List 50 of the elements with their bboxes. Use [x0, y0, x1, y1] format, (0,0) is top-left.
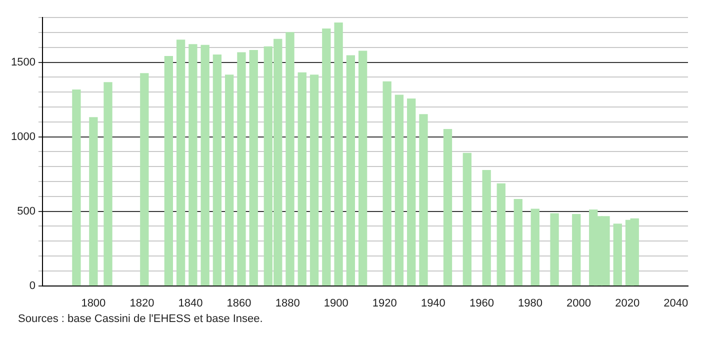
bar: [613, 224, 622, 286]
bar: [140, 73, 149, 286]
bar: [286, 32, 294, 286]
bar: [225, 74, 234, 286]
bar: [164, 56, 173, 286]
bar: [89, 117, 98, 286]
bar: [298, 72, 306, 286]
bar: [496, 183, 506, 286]
bar: [188, 44, 198, 286]
bar: [419, 114, 428, 286]
bar: [212, 54, 222, 286]
bar: [322, 28, 331, 286]
bar: [334, 22, 343, 286]
bar: [237, 52, 246, 286]
y-tick-label: 500: [17, 205, 36, 218]
x-tick-label: 1800: [81, 297, 106, 310]
bar: [482, 170, 491, 286]
x-tick-label: 1840: [178, 297, 203, 310]
y-tick-label: 1500: [10, 56, 36, 68]
bar: [249, 50, 258, 286]
bar: [72, 90, 81, 286]
bar: [530, 208, 540, 286]
bar: [443, 129, 452, 286]
bar: [514, 199, 522, 286]
bar: [462, 152, 472, 286]
x-tick-label: 1980: [518, 297, 542, 310]
bar: [346, 55, 356, 286]
x-tick-label: 1860: [226, 297, 252, 310]
bar: [572, 214, 581, 286]
bar: [382, 81, 392, 286]
x-tick-label: 2040: [664, 297, 688, 310]
bar: [104, 82, 112, 286]
bar: [550, 213, 559, 286]
x-tick-label: 1960: [469, 297, 494, 310]
y-tick-label: 0: [29, 280, 36, 292]
x-tick-label: 1880: [275, 297, 300, 310]
bar: [394, 94, 404, 286]
x-tick-label: 2020: [615, 297, 640, 310]
x-tick-label: 1900: [324, 297, 348, 310]
source-note: Sources : base Cassini de l'EHESS et base Insee.: [18, 313, 264, 325]
bar: [176, 40, 186, 286]
x-tick-label: 1820: [130, 297, 154, 310]
y-tick-label: 1000: [10, 130, 36, 143]
x-tick-label: 1920: [372, 297, 397, 310]
bar: [358, 50, 368, 286]
x-tick-label: 2000: [566, 297, 592, 310]
bar: [310, 74, 319, 286]
bar: [200, 44, 210, 286]
bar: [407, 98, 416, 286]
x-tick-label: 1940: [420, 297, 446, 310]
